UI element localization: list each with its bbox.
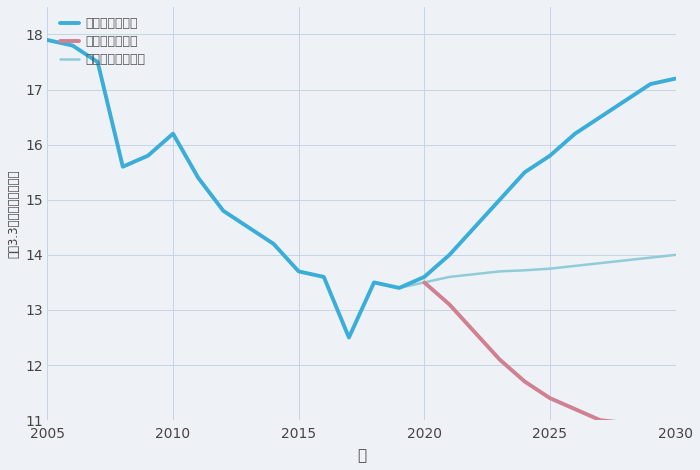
X-axis label: 年: 年 [357,448,366,463]
Y-axis label: 坪（3.3㎡）単価（万円）: 坪（3.3㎡）単価（万円） [7,169,20,258]
Legend: グッドシナリオ, バッドシナリオ, ノーマルシナリオ: グッドシナリオ, バッドシナリオ, ノーマルシナリオ [55,12,150,71]
